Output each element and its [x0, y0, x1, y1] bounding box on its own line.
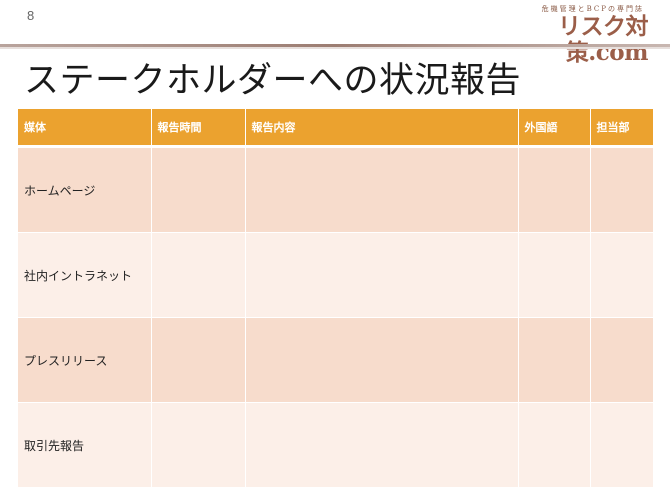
cell-department: [590, 317, 653, 403]
column-header-media: 媒体: [18, 109, 152, 148]
page-number: 8: [27, 8, 35, 23]
cell-report-time: [151, 232, 246, 318]
cell-media: 社内イントラネット: [18, 232, 152, 318]
header-divider: [0, 44, 670, 47]
slide-title: ステークホルダーへの状況報告: [24, 61, 522, 101]
cell-report-content: [245, 402, 519, 488]
cell-foreign-language: [518, 232, 591, 318]
cell-report-time: [151, 146, 246, 233]
cell-department: [590, 232, 653, 318]
cell-foreign-language: [518, 317, 591, 403]
cell-department: [590, 402, 653, 488]
table-header-row: 媒体 報告時間 報告内容 外国語 担当部: [18, 109, 653, 148]
cell-media: ホームページ: [18, 146, 152, 233]
cell-media: プレスリリース: [18, 317, 152, 403]
logo-tagline: 危機管理とBCPの専門誌: [541, 5, 644, 13]
report-table: 媒体 報告時間 報告内容 外国語 担当部 ホームページ 社内イントラネット プレ…: [18, 109, 653, 488]
column-header-foreign-language: 外国語: [518, 109, 591, 148]
column-header-department: 担当部: [590, 109, 653, 148]
cell-report-content: [245, 146, 519, 233]
cell-report-content: [245, 317, 519, 403]
cell-department: [590, 146, 653, 233]
cell-report-time: [151, 317, 246, 403]
column-header-report-time: 報告時間: [151, 109, 246, 148]
cell-report-content: [245, 232, 519, 318]
table-row: 取引先報告: [18, 402, 653, 488]
cell-foreign-language: [518, 402, 591, 488]
cell-foreign-language: [518, 146, 591, 233]
table-row: プレスリリース: [18, 317, 653, 403]
column-header-report-content: 報告内容: [245, 109, 519, 148]
cell-report-time: [151, 402, 246, 488]
table-row: ホームページ: [18, 146, 653, 233]
logo: 危機管理とBCPの専門誌 リスク対策.com: [478, 4, 649, 66]
logo-text: リスク対策.com: [558, 13, 649, 66]
header-divider-shadow: [0, 47, 670, 49]
table-row: 社内イントラネット: [18, 232, 653, 318]
cell-media: 取引先報告: [18, 402, 152, 488]
